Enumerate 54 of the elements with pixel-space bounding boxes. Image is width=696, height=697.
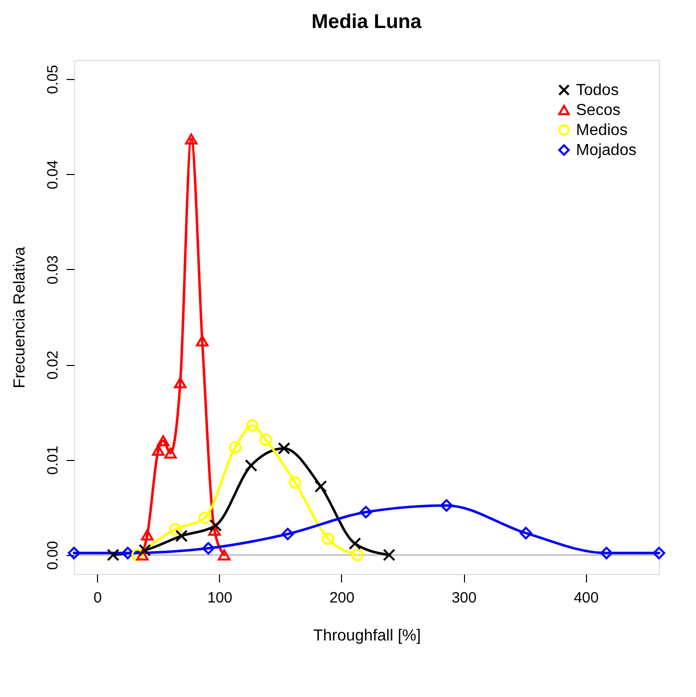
point <box>202 542 215 555</box>
x-tick-label: 300 <box>452 590 477 606</box>
point <box>228 441 242 454</box>
y-tick-label: 0.02 <box>44 350 62 380</box>
point <box>136 549 149 561</box>
point <box>196 335 208 346</box>
x-tick-label: 100 <box>207 590 232 606</box>
y-tick-label: 0.03 <box>44 255 62 285</box>
point <box>218 549 230 561</box>
y-tick-label: 0.05 <box>44 64 62 94</box>
point <box>141 529 154 541</box>
point <box>281 528 294 540</box>
point <box>106 548 120 562</box>
point <box>314 480 327 493</box>
x-tick-label: 0 <box>94 590 102 606</box>
point <box>348 537 362 550</box>
legend-label: Medios <box>576 122 628 139</box>
point <box>600 546 613 560</box>
y-tick-label: 0.04 <box>44 160 62 190</box>
x-tick-label: 400 <box>574 590 599 606</box>
point <box>322 532 334 546</box>
chart-title: Media Luna <box>311 11 422 33</box>
point <box>382 548 396 562</box>
point <box>174 377 186 388</box>
point <box>246 419 259 432</box>
point <box>260 434 272 446</box>
point <box>68 546 80 560</box>
point <box>152 444 165 456</box>
y-tick-label: 0.01 <box>44 446 62 475</box>
legend-label: Todos <box>576 82 619 99</box>
x-tick-label: 200 <box>329 590 354 606</box>
point <box>652 546 666 560</box>
point <box>288 476 302 489</box>
point <box>185 133 198 145</box>
point <box>156 435 170 446</box>
point <box>244 459 258 472</box>
point <box>138 544 152 556</box>
point <box>121 546 134 560</box>
legend-label: Mojados <box>576 142 636 159</box>
point <box>360 506 372 518</box>
y-axis-title: Frecuencia Relativa <box>12 246 28 388</box>
point <box>520 526 532 540</box>
point <box>278 442 290 455</box>
point <box>164 448 177 459</box>
point <box>131 548 144 562</box>
point <box>175 530 188 542</box>
y-tick-label: 0.00 <box>44 540 62 570</box>
point <box>198 512 211 524</box>
point <box>440 499 453 512</box>
point <box>209 519 222 532</box>
legend-label: Secos <box>576 102 620 119</box>
point <box>169 523 182 536</box>
x-axis-title: Throughfall [%] <box>313 628 421 644</box>
point <box>351 548 364 562</box>
